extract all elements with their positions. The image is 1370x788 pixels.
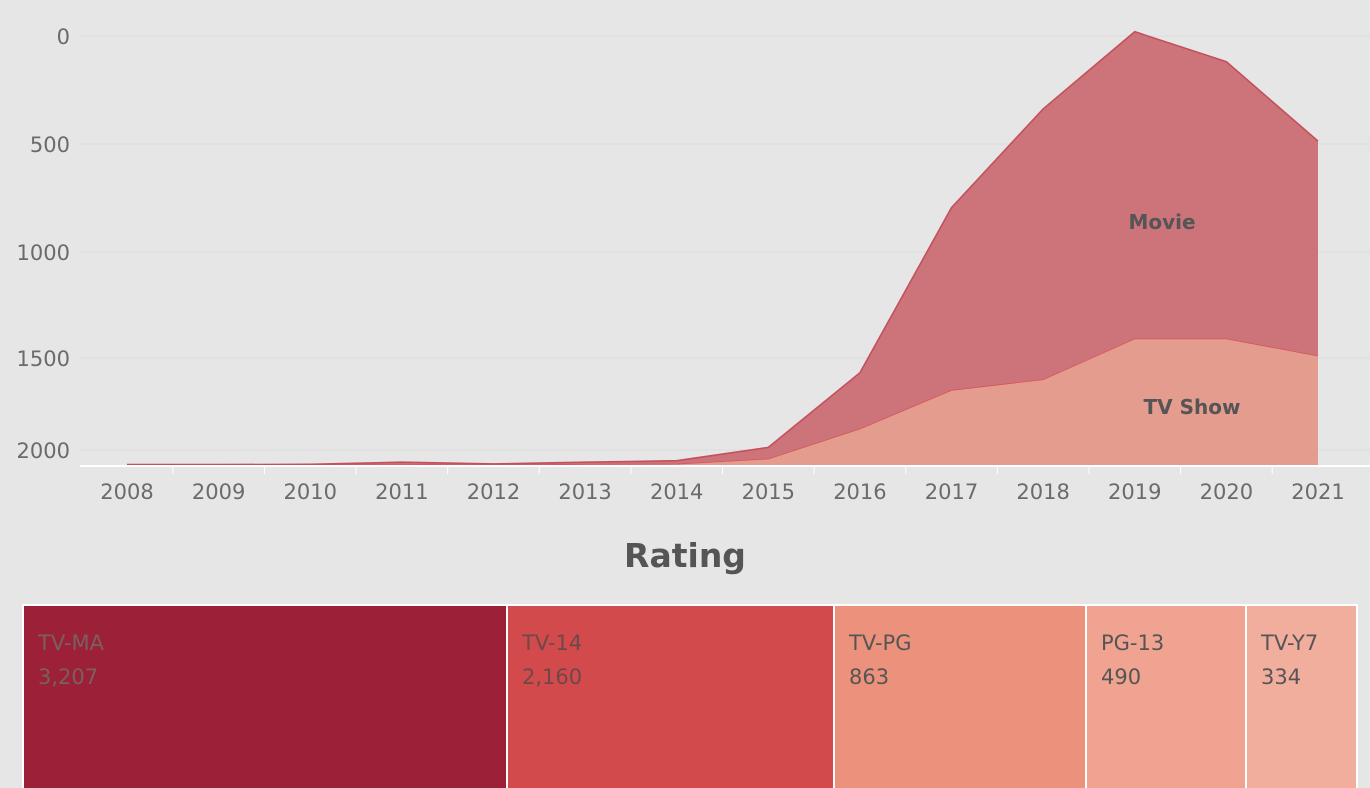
x-tick-label: 2020 — [1200, 480, 1253, 504]
x-tick-label: 2012 — [467, 480, 520, 504]
x-tick-label: 2011 — [375, 480, 428, 504]
series-labels: Movie TV Show — [1128, 210, 1240, 419]
treemap-cell-value: 334 — [1261, 665, 1302, 689]
y-tick-label: 500 — [30, 133, 70, 157]
x-tick-label: 2013 — [558, 480, 611, 504]
area-movie — [127, 31, 1318, 465]
y-tick-label: 2000 — [17, 439, 70, 463]
area-tv-show — [127, 338, 1318, 465]
treemap-cell[interactable]: PG-13 490 — [1087, 604, 1247, 788]
treemap-cell[interactable]: TV-14 2,160 — [508, 604, 835, 788]
treemap-title: Rating — [624, 536, 746, 575]
y-tick-label: 1500 — [17, 347, 70, 371]
series-label: Movie — [1128, 210, 1195, 234]
treemap-cell-label: PG-13 — [1101, 631, 1165, 655]
x-tick-label: 2016 — [833, 480, 886, 504]
x-tick-label: 2010 — [284, 480, 337, 504]
treemap-cell-label: TV-PG — [849, 631, 912, 655]
treemap-cell-label: TV-Y7 — [1261, 631, 1319, 655]
x-tick-label: 2017 — [925, 480, 978, 504]
treemap-cell-value: 2,160 — [522, 665, 583, 689]
x-tick-label: 2021 — [1291, 480, 1344, 504]
area-chart: 0 500 1000 1500 2000 2008 2009 2010 2011 2012 201… — [17, 25, 1370, 504]
treemap-cell-value: 3,207 — [38, 665, 99, 689]
series-label: TV Show — [1144, 395, 1241, 419]
x-tick-label: 2014 — [650, 480, 703, 504]
treemap-cell-label: TV-MA — [38, 631, 105, 655]
series-line — [127, 30, 1319, 466]
treemap-cell[interactable]: TV-PG 863 — [835, 604, 1087, 788]
y-tick-label: 1000 — [17, 241, 70, 265]
treemap-cell-value: 490 — [1101, 665, 1142, 689]
x-tick-label: 2008 — [100, 480, 153, 504]
x-tick-label: 2018 — [1016, 480, 1069, 504]
x-tick-label: 2009 — [192, 480, 245, 504]
treemap-cell-label: TV-14 — [522, 631, 583, 655]
treemap-cell[interactable]: TV-MA 3,207 — [22, 604, 508, 788]
x-tick-label: 2019 — [1108, 480, 1161, 504]
treemap-cell-value: 863 — [849, 665, 890, 689]
x-tick-label: 2015 — [742, 480, 795, 504]
treemap-cell[interactable]: TV-Y7 334 — [1247, 604, 1358, 788]
rating-treemap: TV-MA 3,207 TV-14 2,160 TV-PG 863 PG-13 490 TV-Y… — [22, 604, 1358, 788]
x-axis: 2008 2009 2010 2011 2012 2013 2014 2015 2016 2017… — [80, 465, 1370, 504]
y-axis-ticks: 0 500 1000 1500 2000 — [17, 25, 70, 463]
y-tick-label: 0 — [57, 25, 70, 49]
area-series — [127, 30, 1319, 466]
